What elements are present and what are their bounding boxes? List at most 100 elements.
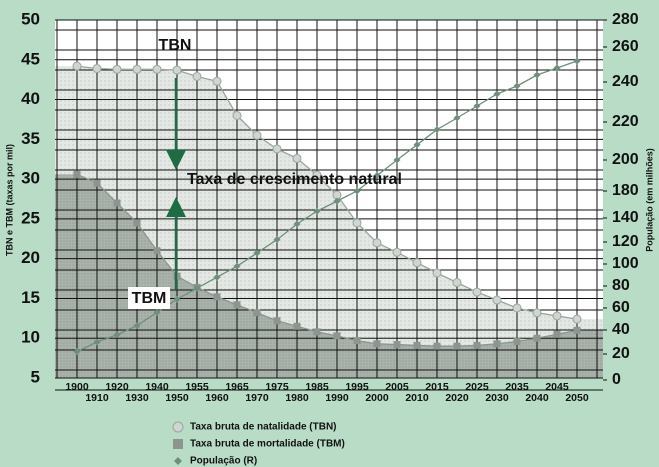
marker xyxy=(472,287,482,297)
marker xyxy=(313,328,321,336)
x-tick-label: 1910 xyxy=(85,392,109,404)
legend-label: Taxa bruta de natalidade (TBN) xyxy=(190,422,337,433)
y-tick-label: 5 xyxy=(31,367,40,386)
marker xyxy=(573,57,581,65)
y-tick-label: 35 xyxy=(21,129,40,148)
marker xyxy=(412,258,422,268)
marker xyxy=(233,301,241,309)
x-tick-label: 1990 xyxy=(325,392,349,404)
marker xyxy=(93,179,101,187)
marker xyxy=(313,207,321,215)
x-tick-label: 1975 xyxy=(265,381,289,393)
marker xyxy=(513,82,521,90)
marker xyxy=(433,342,441,350)
marker xyxy=(273,317,281,325)
marker xyxy=(173,295,181,303)
marker xyxy=(132,64,142,74)
x-tick-label: 1930 xyxy=(125,392,149,404)
marker xyxy=(113,199,121,207)
x-tick-label: 2000 xyxy=(365,392,389,404)
marker xyxy=(253,249,261,257)
x-tick-label: 2005 xyxy=(385,381,409,393)
marker xyxy=(273,236,281,244)
marker xyxy=(292,153,302,163)
x-tick-label: 1940 xyxy=(145,381,169,393)
marker xyxy=(252,130,262,140)
marker xyxy=(493,90,501,98)
x-tick-label: 2010 xyxy=(405,392,429,404)
y-tick-label: 25 xyxy=(21,208,40,227)
marker xyxy=(153,308,161,316)
marker xyxy=(393,341,401,349)
y2-axis-label: População (em milhões) xyxy=(644,148,654,252)
marker xyxy=(452,278,462,288)
marker xyxy=(453,114,461,122)
marker xyxy=(513,337,521,345)
marker xyxy=(473,341,481,349)
marker xyxy=(533,334,541,342)
marker xyxy=(473,102,481,110)
marker xyxy=(333,197,341,205)
area xyxy=(55,174,603,378)
marker xyxy=(233,262,241,270)
legend-marker xyxy=(172,421,184,433)
y-tick-label: 15 xyxy=(21,288,40,307)
marker xyxy=(172,65,182,75)
x-tick-label: 2050 xyxy=(565,392,589,404)
marker xyxy=(73,348,81,356)
y2-tick-label: 80 xyxy=(612,277,630,294)
y2-tick-label: 0 xyxy=(612,371,621,388)
marker xyxy=(253,309,261,317)
legend-label: População (R) xyxy=(190,456,257,467)
y2-tick-label: 180 xyxy=(612,182,639,199)
series-line xyxy=(76,60,578,353)
marker xyxy=(213,293,221,301)
marker xyxy=(293,220,301,228)
marker xyxy=(572,314,582,324)
marker xyxy=(113,331,121,339)
x-tick-label: 1955 xyxy=(185,381,209,393)
marker xyxy=(353,187,361,195)
annotation-box xyxy=(128,287,170,309)
marker xyxy=(393,156,401,164)
x-tick-label: 2045 xyxy=(545,381,569,393)
marker xyxy=(413,141,421,149)
y-tick-label: 30 xyxy=(21,169,40,188)
marker xyxy=(333,332,341,340)
marker xyxy=(432,268,442,278)
y2-tick-label: 140 xyxy=(612,209,639,226)
marker xyxy=(193,284,201,292)
marker xyxy=(493,340,501,348)
marker xyxy=(532,308,542,318)
y2-tick-label: 40 xyxy=(612,321,630,338)
annotation: TBM xyxy=(132,290,167,307)
y-axis-label: TBN e TBM (taxas por mil) xyxy=(4,144,14,256)
marker xyxy=(533,71,541,79)
marker xyxy=(232,110,242,120)
marker xyxy=(152,64,162,74)
marker xyxy=(93,338,101,346)
legend-marker xyxy=(174,457,182,465)
x-tick-label: 2035 xyxy=(505,381,529,393)
marker xyxy=(392,247,402,257)
x-tick-label: 2025 xyxy=(465,381,489,393)
marker xyxy=(133,322,141,330)
y2-tick-label: 240 xyxy=(612,73,639,90)
marker xyxy=(433,126,441,134)
x-tick-label: 1965 xyxy=(225,381,249,393)
legend-marker xyxy=(173,439,183,449)
y2-tick-label: 280 xyxy=(612,11,639,28)
y-tick-label: 50 xyxy=(21,9,40,28)
marker xyxy=(553,330,561,338)
y2-tick-label: 20 xyxy=(612,345,630,362)
marker xyxy=(553,64,561,72)
x-tick-label: 1950 xyxy=(165,392,189,404)
marker xyxy=(492,295,502,305)
marker xyxy=(212,76,222,86)
y-tick-label: 40 xyxy=(21,89,40,108)
y-tick-label: 20 xyxy=(21,248,40,267)
x-tick-label: 1900 xyxy=(65,381,89,393)
x-tick-label: 1995 xyxy=(345,381,369,393)
y2-tick-label: 260 xyxy=(612,38,639,55)
